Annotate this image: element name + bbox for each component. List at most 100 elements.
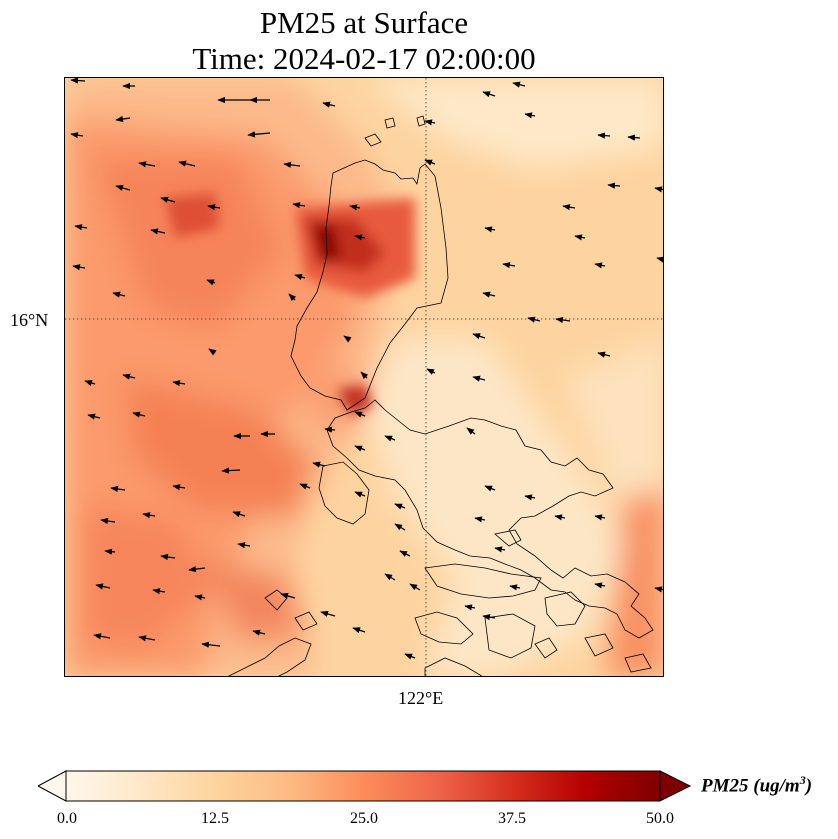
wind-arrow — [555, 316, 571, 324]
wind-arrow — [354, 234, 366, 241]
wind-arrow — [283, 161, 301, 168]
wind-arrow — [292, 202, 306, 209]
wind-arrow — [252, 629, 266, 636]
wind-arrow — [352, 627, 366, 634]
coastline — [228, 115, 654, 676]
wind-arrow — [494, 546, 506, 553]
wind-arrow — [87, 413, 101, 420]
wind-arrow — [472, 333, 486, 340]
wind-arrow — [656, 256, 663, 263]
pm25-hotspot — [165, 193, 220, 238]
wind-arrow — [409, 583, 421, 591]
pm25-region — [305, 358, 365, 438]
pm25-field — [65, 78, 663, 676]
colorbar-tick: 12.5 — [201, 810, 229, 827]
wind-arrow — [188, 566, 206, 573]
colorbar-extend-min — [38, 770, 67, 802]
coastline-segment — [534, 637, 558, 659]
wind-arrow — [509, 584, 521, 591]
gridlines — [65, 78, 663, 676]
wind-arrow — [178, 160, 196, 167]
coastline-segment — [294, 611, 318, 631]
wind-arrow — [70, 78, 86, 84]
coastline-segment — [494, 529, 522, 547]
wind-arrow — [474, 516, 486, 523]
coastline-segment — [584, 633, 614, 657]
wind-arrow — [594, 582, 606, 589]
coastline-segment — [624, 653, 652, 673]
wind-arrow — [288, 293, 297, 302]
wind-arrow — [112, 291, 126, 298]
wind-arrow — [654, 586, 663, 593]
wind-arrow — [115, 184, 131, 191]
wind-arrow — [172, 484, 186, 491]
wind-arrow — [343, 335, 352, 343]
pm25-region — [95, 158, 285, 328]
colorbar-tick: 25.0 — [350, 810, 378, 827]
wind-arrow — [70, 132, 84, 139]
wind-arrow — [93, 633, 111, 640]
wind-arrow — [554, 514, 566, 521]
wind-arrow — [294, 274, 306, 281]
colorbar-extend-max — [659, 770, 692, 802]
coastline-segment — [318, 461, 370, 525]
wind-arrow — [150, 228, 166, 235]
wind-arrow — [221, 467, 241, 474]
wind-arrow — [354, 491, 366, 498]
wind-arrow — [324, 426, 336, 433]
pm25-region — [365, 78, 663, 168]
wind-arrow — [201, 641, 221, 648]
pm25-region — [85, 508, 215, 648]
wind-arrow — [594, 514, 606, 521]
wind-arrow — [84, 380, 96, 387]
wind-arrow — [322, 101, 336, 108]
coastline-segment — [424, 563, 542, 599]
coastline-segment — [544, 591, 586, 627]
wind-arrow — [160, 553, 176, 561]
coastline-segment — [290, 159, 449, 411]
wind-arrow — [354, 411, 366, 418]
wind-arrow — [354, 445, 366, 452]
wind-arrow — [208, 348, 217, 356]
wind-arrow — [115, 115, 131, 123]
wind-arrow — [360, 371, 369, 380]
wind-arrow — [172, 380, 186, 387]
wind-arrow — [426, 368, 436, 375]
wind-arrow — [527, 316, 541, 323]
pm25-map — [65, 78, 663, 676]
wind-arrow — [512, 81, 526, 88]
wind-arrow — [160, 196, 176, 203]
wind-arrow — [206, 279, 216, 286]
wind-arrow — [95, 583, 111, 590]
wind-arrow — [320, 610, 336, 617]
wind-arrow — [312, 461, 326, 468]
wind-arrow — [110, 485, 126, 493]
wind-arrow — [394, 523, 406, 531]
wind-arrow — [607, 182, 621, 189]
map-panel — [64, 77, 664, 677]
colorbar — [38, 770, 692, 802]
colorbar-gradient — [65, 770, 661, 802]
wind-arrow — [138, 161, 156, 168]
coastline-segment — [228, 637, 312, 676]
wind-arrow — [247, 131, 271, 138]
wind-arrow — [207, 204, 221, 211]
wind-arrow — [472, 375, 486, 382]
wind-arrow — [280, 592, 296, 599]
map-title: PM25 at Surface — [259, 5, 469, 40]
pm25-region — [205, 558, 305, 638]
pm25-region — [125, 378, 315, 518]
coastline-segment — [424, 657, 483, 676]
longitude-label: 122°E — [398, 688, 444, 708]
wind-arrow — [574, 234, 586, 241]
wind-arrow — [524, 494, 536, 501]
coastline-segment — [326, 399, 654, 639]
wind-arrow — [132, 411, 146, 418]
colorbar-label: PM25 (ug/m3) — [701, 773, 813, 797]
wind-arrow — [299, 483, 311, 490]
wind-arrow — [404, 653, 416, 660]
wind-arrow — [502, 262, 516, 269]
wind-arrow — [72, 264, 86, 271]
wind-arrow — [194, 594, 206, 601]
wind-arrow — [384, 435, 396, 442]
